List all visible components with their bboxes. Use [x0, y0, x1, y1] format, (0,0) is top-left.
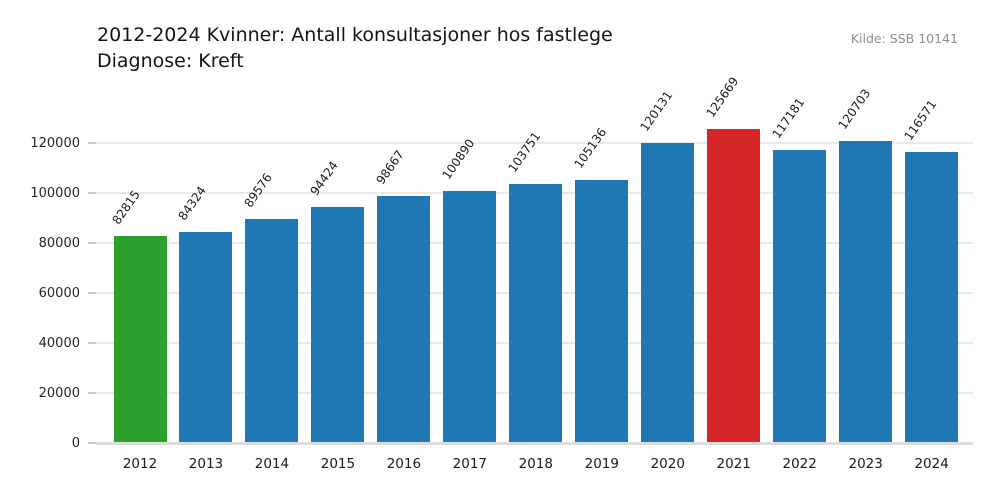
x-axis-line: [96, 441, 973, 445]
x-tick-label-2022: 2022: [782, 456, 817, 472]
y-tick-label-120000: 120000: [30, 136, 80, 151]
bar-2015: [311, 206, 365, 443]
gridline-y-120000: [96, 142, 973, 144]
chart-title-line1: 2012-2024 Kvinner: Antall konsultasjoner…: [97, 24, 613, 46]
y-tick-mark: [88, 242, 96, 244]
bar-2014: [245, 219, 299, 443]
bar-value-label-2023: 120703: [835, 86, 873, 133]
bar-value-label-2022: 117181: [769, 95, 807, 142]
chart-title-line2: Diagnose: Kreft: [97, 50, 244, 73]
y-tick-mark: [88, 292, 96, 294]
bar-value-label-2024: 116571: [901, 97, 939, 143]
x-tick-label-2020: 2020: [650, 456, 685, 472]
x-tick-label-2017: 2017: [452, 456, 488, 472]
x-tick-label-2015: 2015: [320, 456, 356, 472]
x-tick-label-2013: 2013: [188, 456, 224, 472]
y-tick-label-100000: 100000: [30, 186, 80, 201]
bar-2020: [641, 142, 695, 443]
bar-2017: [443, 190, 497, 443]
bar-value-label-2021: 125669: [703, 74, 741, 120]
plot-area: 0 20000 40000 60000 80000 100000 120000 82815 20…: [30, 74, 973, 472]
bar-value-label-2013: 84324: [175, 183, 209, 224]
bar-2023: [839, 141, 893, 443]
x-tick-label-2014: 2014: [254, 456, 290, 472]
y-tick-label-80000: 80000: [38, 236, 80, 251]
x-tick-label-2024: 2024: [914, 456, 949, 472]
bar-2019: [575, 180, 629, 443]
y-tick-label-40000: 40000: [38, 336, 80, 351]
y-tick-mark: [88, 442, 96, 444]
bar-2021: [707, 128, 761, 443]
y-tick-mark: [88, 392, 96, 394]
bar-2024: [905, 151, 959, 443]
bar-value-label-2016: 98667: [373, 148, 407, 188]
bar-value-label-2018: 103751: [505, 129, 544, 175]
x-tick-label-2016: 2016: [386, 456, 422, 472]
y-tick-mark: [88, 142, 96, 144]
y-tick-label-20000: 20000: [38, 386, 80, 401]
bar-2022: [773, 150, 827, 443]
bar-value-label-2014: 89576: [241, 170, 275, 211]
x-tick-label-2019: 2019: [584, 456, 619, 472]
y-tick-mark: [88, 192, 96, 194]
bar-value-label-2019: 105136: [571, 125, 610, 172]
bar-2013: [179, 232, 233, 443]
chart-title: 2012-2024 Kvinner: Antall konsultasjoner…: [97, 22, 613, 74]
source-label: Kilde: SSB 10141: [850, 31, 958, 46]
bar-value-label-2020: 120131: [637, 88, 676, 134]
x-tick-label-2021: 2021: [716, 456, 751, 472]
bar-2012: [113, 235, 167, 443]
bar-2018: [509, 183, 563, 443]
x-tick-label-2018: 2018: [518, 456, 553, 472]
x-tick-label-2012: 2012: [122, 456, 158, 472]
y-tick-mark: [88, 342, 96, 344]
y-tick-label-0: 0: [71, 436, 80, 451]
bar-2016: [377, 196, 431, 443]
x-tick-label-2023: 2023: [848, 456, 883, 472]
y-tick-label-60000: 60000: [38, 286, 80, 301]
